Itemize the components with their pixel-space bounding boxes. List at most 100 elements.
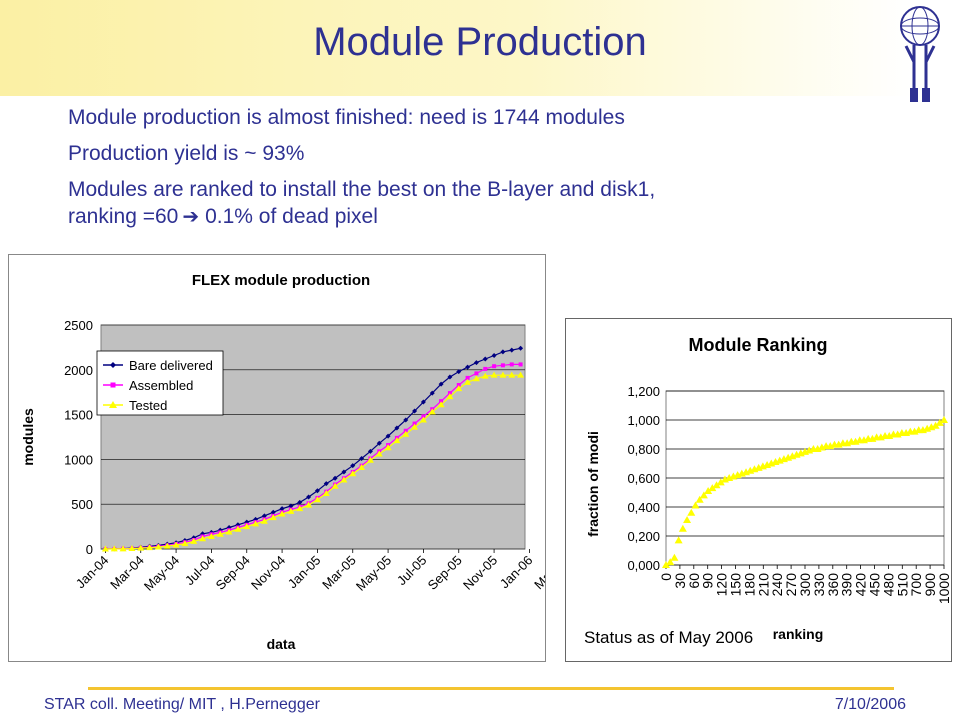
chart1-legend-marker xyxy=(110,362,116,368)
chart1-point-s2 xyxy=(322,489,330,496)
chart1-point-s0 xyxy=(306,494,312,500)
chart1-point-s0 xyxy=(270,509,276,515)
chart1-point-s1 xyxy=(500,363,505,368)
chart2-point xyxy=(704,487,713,495)
chart1-point-s2 xyxy=(411,423,419,430)
chart1-point-s2 xyxy=(190,537,198,544)
chart1-point-s2 xyxy=(234,525,242,532)
chart1-ylabel: modules xyxy=(20,408,36,466)
chart1-point-s2 xyxy=(305,501,313,508)
chart1-point-s1 xyxy=(439,399,444,404)
chart2-xtick-label: 120 xyxy=(714,573,730,597)
chart2-xtick-label: 210 xyxy=(755,573,771,597)
chart2-xtick-label: 360 xyxy=(825,573,841,597)
chart1-point-s2 xyxy=(278,510,286,517)
chart1-point-s2 xyxy=(172,541,180,548)
chart2-xtick-label: 90 xyxy=(700,573,716,589)
chart1-point-s0 xyxy=(332,475,338,481)
bullet-3: Modules are ranked to install the best o… xyxy=(68,176,928,231)
chart1-point-s2 xyxy=(428,408,436,415)
chart1-point-s1 xyxy=(456,383,461,388)
chart1-point-s1 xyxy=(412,421,417,426)
chart1-point-s2 xyxy=(260,517,268,524)
chart1-legend-label: Bare delivered xyxy=(129,358,213,373)
chart1-point-s2 xyxy=(216,530,224,537)
chart1-legend-marker xyxy=(109,401,117,408)
title-band xyxy=(0,0,960,96)
chart1-point-s2 xyxy=(340,476,348,483)
chart1-point-s0 xyxy=(359,456,365,462)
chart2-point xyxy=(699,491,708,499)
chart1-point-s2 xyxy=(517,371,525,378)
chart2-xtick-label: 900 xyxy=(922,573,938,597)
bullet-3-line1: Modules are ranked to install the best o… xyxy=(68,178,656,201)
chart2-point xyxy=(931,421,940,429)
chart2-point xyxy=(712,481,721,489)
chart1-ytick-label: 2500 xyxy=(64,318,93,333)
chart2-xtick-label: 150 xyxy=(728,573,744,597)
chart2-point xyxy=(666,558,675,566)
chart1-point-s1 xyxy=(509,362,514,367)
chart1-xtick-label: May-05 xyxy=(353,553,394,594)
chart1-point-s0 xyxy=(385,433,391,439)
chart2-point xyxy=(695,495,704,503)
chart2-ytick-label: 0,800 xyxy=(627,442,660,457)
flex-production-chart: FLEX module production 0 500 1000 1500 2000 25… xyxy=(8,254,546,662)
chart1-point-s2 xyxy=(163,542,171,549)
chart1-point-s2 xyxy=(101,545,109,552)
bullet-2: Production yield is ~ 93% xyxy=(68,140,928,167)
chart1-point-s2 xyxy=(137,544,145,551)
chart1-point-s0 xyxy=(341,469,347,475)
bullet-3-line2-before: ranking =60 xyxy=(68,205,179,228)
chart2-xtick-label: 1000 xyxy=(936,573,952,604)
chart1-point-s0 xyxy=(376,440,382,446)
chart1-point-s0 xyxy=(394,425,400,431)
bullet-3-line2: ranking =60 ➔ 0.1% of dead pixel xyxy=(68,203,928,231)
chart2-ytick-label: 0,600 xyxy=(627,471,660,486)
chart1-point-s2 xyxy=(490,371,498,378)
chart1-legend-label: Assembled xyxy=(129,378,193,393)
status-note: Status as of May 2006 xyxy=(584,628,754,647)
chart1-xtick-label: Mar-05 xyxy=(319,553,359,593)
atlas-logo-icon xyxy=(900,6,940,102)
chart1-point-s0 xyxy=(403,417,409,423)
chart1-point-s0 xyxy=(438,381,444,387)
chart1-plot-area xyxy=(100,324,526,550)
chart2-point xyxy=(935,418,944,426)
chart2-xtick-label: 700 xyxy=(908,573,924,597)
chart1-point-s0 xyxy=(500,349,506,355)
chart1-point-s2 xyxy=(508,371,516,378)
chart2-point xyxy=(687,508,696,516)
chart1-point-s2 xyxy=(358,463,366,470)
chart2-point xyxy=(940,416,948,423)
chart1-point-s0 xyxy=(465,364,471,370)
chart2-xtick-label: 0 xyxy=(658,573,674,581)
chart2-xtick-label: 390 xyxy=(839,573,855,597)
chart2-point xyxy=(678,524,687,532)
chart1-point-s2 xyxy=(296,505,304,512)
chart1-point-s2 xyxy=(349,470,357,477)
chart1-point-s2 xyxy=(313,496,321,503)
chart1-point-s2 xyxy=(464,378,472,385)
chart1-point-s0 xyxy=(367,448,373,454)
chart1-point-s0 xyxy=(473,360,479,366)
chart1-point-s2 xyxy=(199,535,207,542)
chart2-point xyxy=(683,516,692,524)
chart2-xtick-label: 30 xyxy=(672,573,688,589)
chart2-point xyxy=(716,478,725,486)
chart1-ytick-label: 2000 xyxy=(64,363,93,378)
chart2-xtick-label: 180 xyxy=(741,573,757,597)
chart1-xtick-label: Jan-06 xyxy=(497,553,536,592)
chart2-point xyxy=(691,501,700,509)
chart1-point-s0 xyxy=(482,356,488,362)
chart1-point-s0 xyxy=(297,499,303,505)
chart1-xtick-label: Nov-04 xyxy=(248,553,288,593)
chart1-point-s0 xyxy=(288,503,294,509)
chart1-xtick-label: Jan-04 xyxy=(73,553,112,592)
chart2-point xyxy=(662,561,670,568)
chart1-point-s2 xyxy=(419,416,427,423)
chart1-xtick-label: May-04 xyxy=(141,553,182,594)
slide-title: Module Production xyxy=(313,20,647,64)
chart1-point-s2 xyxy=(481,372,489,379)
footer-left: STAR coll. Meeting/ MIT , H.Pernegger xyxy=(44,696,320,713)
